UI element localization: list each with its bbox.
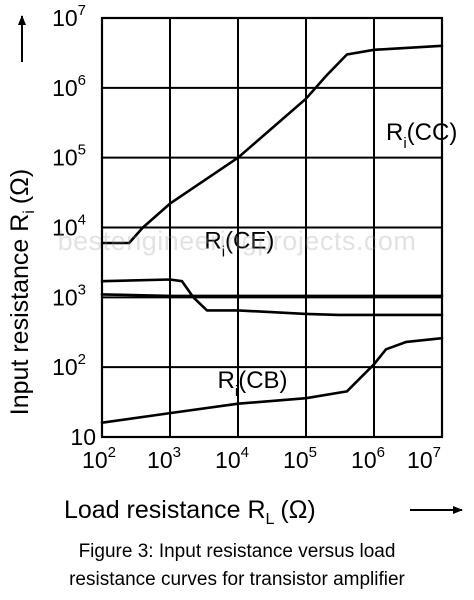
x-tick-label: 107 [407,444,441,473]
series-label-tail: (CB) [238,367,287,394]
y-tick-base: 10 [52,284,78,310]
x-tick-base: 10 [351,447,377,473]
y-tick-exp: 6 [78,72,86,89]
y-tick-base: 10 [52,354,78,380]
y-tick-label: 107 [52,2,86,31]
x-tick-exp: 6 [377,444,385,461]
series-line [100,336,444,424]
y-tick-label: 10 [70,424,96,450]
y-tick-label: 104 [52,212,86,241]
x-tick-label: 103 [147,444,181,473]
caption-line-1: Figure 3: Input resistance versus load [78,541,396,562]
x-tick-label: 105 [283,444,317,473]
x-axis-title: Load resistance RL (Ω) [64,496,316,528]
x-tick-exp: 5 [309,444,317,461]
x-axis-title-unit: (Ω) [280,496,315,524]
series-label-sub: i [222,244,225,261]
x-tick-base: 10 [147,447,173,473]
x-tick-base: 10 [82,447,108,473]
y-axis-title-unit: (Ω) [6,169,34,204]
series-group [100,44,444,424]
y-tick-base: 10 [52,215,78,241]
plot-frame [100,16,444,439]
y-axis-title: Input resistance Ri (Ω) [6,169,38,415]
y-axis-title-main: Input resistance R [6,214,34,416]
caption-line-2: resistance curves for transistor amplifi… [69,569,405,590]
y-tick-exp: 2 [78,351,86,368]
y-tick-label: 105 [52,142,86,171]
series-line [100,278,444,317]
y-axis-title-sub: i [21,210,38,214]
x-axis-title-sub: L [266,511,275,528]
series-label-sub: i [235,383,238,400]
series-labels: Ri(CC)Ri(CE)Ri(CB) [204,119,457,400]
y-tick-base: 10 [70,424,96,450]
series-label: Ri(CC) [386,119,457,152]
y-tick-label: 103 [52,281,86,310]
x-tick-base: 10 [215,447,241,473]
x-tick-exp: 4 [241,444,249,461]
series-label-sub: i [403,135,406,152]
x-axis-title-main: Load resistance R [64,496,266,524]
x-tick-exp: 2 [108,444,116,461]
x-tick-base: 10 [407,447,433,473]
series-label-main: R [204,228,221,255]
series-line [100,44,444,245]
y-tick-exp: 4 [78,212,86,229]
series-line [100,293,444,298]
y-tick-exp: 5 [78,142,86,159]
x-tick-label: 104 [215,444,249,473]
series-label-tail: (CE) [225,228,274,255]
x-tick-exp: 3 [173,444,181,461]
x-tick-label: 106 [351,444,385,473]
y-tick-label: 106 [52,72,86,101]
y-tick-label: 102 [52,351,86,380]
figure-caption: Figure 3: Input resistance versus load r… [0,538,474,594]
x-tick-label: 102 [82,444,116,473]
y-tick-exp: 3 [78,281,86,298]
y-tick-base: 10 [52,75,78,101]
series-label-tail: (CC) [407,119,458,146]
series-label: Ri(CE) [204,228,274,261]
series-label-main: R [218,367,235,394]
y-tick-base: 10 [52,145,78,171]
series-label: Ri(CB) [218,367,288,400]
x-tick-base: 10 [283,447,309,473]
y-tick-base: 10 [52,5,78,31]
series-label-main: R [386,119,403,146]
y-tick-exp: 7 [78,2,86,19]
x-tick-exp: 7 [433,444,441,461]
